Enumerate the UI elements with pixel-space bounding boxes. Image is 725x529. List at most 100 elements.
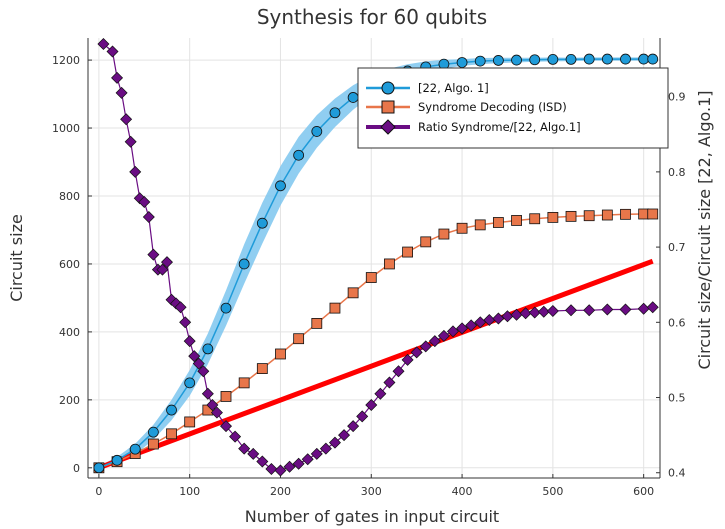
algo1-point [329, 107, 341, 119]
algo1-point [202, 343, 214, 355]
algo1-point [456, 57, 468, 68]
algo1-point [220, 302, 232, 314]
ratio-point [365, 399, 378, 412]
isd-point [329, 302, 341, 314]
ratio-point [179, 316, 192, 329]
ratio-point [124, 135, 137, 148]
ratio-point [319, 442, 332, 455]
legend-label-isd: Syndrome Decoding (ISD) [418, 100, 567, 114]
ratio-point [265, 462, 278, 475]
ratio-point [428, 335, 441, 348]
y-tick-label: 600 [59, 258, 80, 271]
ratio-point [347, 420, 360, 433]
isd-point [511, 215, 522, 226]
ratio-point [206, 399, 219, 412]
ratio-point [201, 387, 214, 400]
algo1-point [184, 377, 196, 389]
ratio-point [129, 165, 142, 178]
isd-point [474, 219, 486, 231]
x-tick-label: 100 [179, 485, 200, 498]
isd-point [293, 333, 305, 345]
ratio-point [174, 301, 187, 314]
ratio-point [197, 365, 210, 378]
isd-point [347, 287, 359, 299]
x-tick-label: 400 [452, 485, 473, 498]
isd-point [147, 438, 159, 450]
ratio-point [256, 455, 269, 468]
y2-tick-label: 0.4 [668, 467, 686, 480]
algo1-point [492, 55, 504, 66]
legend-label-ratio: Ratio Syndrome/[22, Algo.1] [418, 120, 581, 134]
chart-title: Synthesis for 60 qubits [257, 5, 487, 29]
ratio-point [419, 340, 432, 353]
x-tick-label: 300 [361, 485, 382, 498]
ratio-point [220, 420, 233, 433]
legend-entry-isd: Syndrome Decoding (ISD) [366, 100, 567, 114]
isd-point [256, 363, 268, 374]
isd-point [311, 318, 323, 329]
ratio-point [456, 322, 469, 335]
ratio-point [142, 211, 155, 224]
isd-point [638, 208, 650, 220]
algo1-point [275, 180, 286, 192]
y-axis-label: Circuit size [7, 214, 26, 302]
isd-point [620, 208, 631, 220]
y-tick-label: 400 [59, 326, 80, 339]
isd-point [492, 217, 504, 228]
y2-axis-label: Circuit size/Circuit size [22, Algo.1] [695, 90, 714, 369]
ratio-point [528, 306, 541, 319]
ratio-point [356, 410, 369, 423]
ratio-point [147, 248, 160, 261]
y2-tick-label: 0.9 [668, 91, 686, 104]
ratio-point [120, 113, 133, 126]
ratio-point [97, 38, 110, 51]
y2-tick-label: 0.6 [668, 316, 686, 329]
y-tick-label: 800 [59, 190, 80, 203]
ratio-point [374, 387, 387, 400]
ratio-point [383, 376, 396, 389]
ratio-point [328, 436, 341, 449]
algo1-point [238, 258, 250, 270]
algo1-point [474, 55, 486, 67]
ratio-point [156, 263, 169, 276]
isd-point [384, 258, 395, 270]
tick-labels: 0 100 200 300 400 500 600 0 200 400 600 800 1000 1200… [52, 54, 686, 498]
isd-point [456, 222, 468, 234]
ratio-point [310, 447, 323, 460]
algo1-point [311, 126, 323, 137]
ratio-point [138, 195, 151, 208]
algo1-point [93, 462, 105, 474]
ratio-point [619, 303, 632, 316]
isd-series-line [98, 213, 653, 469]
algo1-point [511, 54, 522, 66]
ratio-point [437, 329, 450, 342]
ratio-point [229, 430, 242, 443]
ratio-point [160, 256, 173, 269]
algo1-point [129, 443, 141, 455]
legend-marker-isd [381, 100, 395, 114]
x-tick-label: 0 [95, 485, 102, 498]
ratio-point [301, 453, 314, 466]
algo1-point [583, 53, 595, 65]
ratio-point [274, 464, 287, 477]
algo1-point [111, 454, 123, 466]
legend: [22, Algo. 1] Syndrome Decoding (ISD) Ra… [357, 67, 669, 149]
isd-point [547, 211, 559, 223]
isd-point [420, 236, 432, 248]
ratio-point [583, 304, 596, 317]
ratio-point [601, 303, 614, 316]
isd-point [601, 209, 613, 221]
ratio-point [247, 447, 260, 460]
ratio-point [283, 460, 296, 473]
algo1-point [565, 54, 577, 65]
isd-point [275, 348, 286, 360]
algo1-point [529, 54, 541, 66]
isd-point [565, 210, 577, 222]
legend-label-algo1: [22, Algo. 1] [418, 81, 489, 95]
ratio-point [410, 346, 423, 359]
ratio-point [192, 357, 205, 370]
ratio-point [465, 319, 478, 332]
y2-tick-label: 0.7 [668, 241, 686, 254]
ratio-point [183, 335, 196, 348]
isd-point [583, 210, 595, 222]
